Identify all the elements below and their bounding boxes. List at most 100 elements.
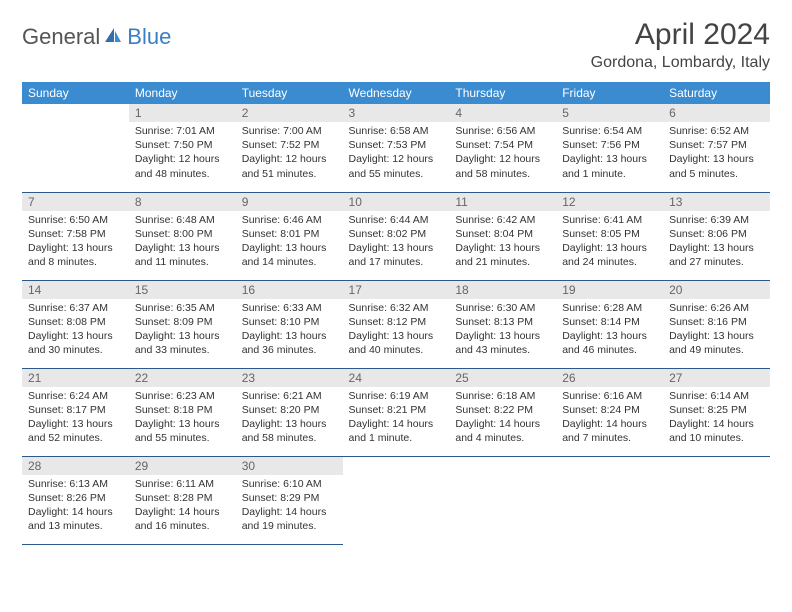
weekday-header: Saturday xyxy=(663,82,770,104)
day-details: Sunrise: 6:48 AMSunset: 8:00 PMDaylight:… xyxy=(129,211,236,274)
day-number: 7 xyxy=(22,193,129,211)
day-details: Sunrise: 6:44 AMSunset: 8:02 PMDaylight:… xyxy=(343,211,450,274)
day-number: 26 xyxy=(556,369,663,387)
calendar-cell: 6Sunrise: 6:52 AMSunset: 7:57 PMDaylight… xyxy=(663,104,770,192)
calendar-cell: 10Sunrise: 6:44 AMSunset: 8:02 PMDayligh… xyxy=(343,192,450,280)
day-details: Sunrise: 7:01 AMSunset: 7:50 PMDaylight:… xyxy=(129,122,236,185)
day-details: Sunrise: 6:13 AMSunset: 8:26 PMDaylight:… xyxy=(22,475,129,538)
calendar-cell: 19Sunrise: 6:28 AMSunset: 8:14 PMDayligh… xyxy=(556,280,663,368)
day-details: Sunrise: 6:21 AMSunset: 8:20 PMDaylight:… xyxy=(236,387,343,450)
day-details: Sunrise: 7:00 AMSunset: 7:52 PMDaylight:… xyxy=(236,122,343,185)
day-details: Sunrise: 6:32 AMSunset: 8:12 PMDaylight:… xyxy=(343,299,450,362)
day-number: 20 xyxy=(663,281,770,299)
day-details: Sunrise: 6:58 AMSunset: 7:53 PMDaylight:… xyxy=(343,122,450,185)
day-details: Sunrise: 6:16 AMSunset: 8:24 PMDaylight:… xyxy=(556,387,663,450)
calendar-cell: 30Sunrise: 6:10 AMSunset: 8:29 PMDayligh… xyxy=(236,456,343,544)
logo-sail-icon xyxy=(103,26,123,49)
calendar-cell: 12Sunrise: 6:41 AMSunset: 8:05 PMDayligh… xyxy=(556,192,663,280)
day-details: Sunrise: 6:39 AMSunset: 8:06 PMDaylight:… xyxy=(663,211,770,274)
calendar-cell: 15Sunrise: 6:35 AMSunset: 8:09 PMDayligh… xyxy=(129,280,236,368)
calendar-cell: 26Sunrise: 6:16 AMSunset: 8:24 PMDayligh… xyxy=(556,368,663,456)
day-number: 5 xyxy=(556,104,663,122)
day-details: Sunrise: 6:19 AMSunset: 8:21 PMDaylight:… xyxy=(343,387,450,450)
calendar-cell: 13Sunrise: 6:39 AMSunset: 8:06 PMDayligh… xyxy=(663,192,770,280)
calendar-cell: 14Sunrise: 6:37 AMSunset: 8:08 PMDayligh… xyxy=(22,280,129,368)
calendar-cell xyxy=(663,456,770,544)
calendar-row: 28Sunrise: 6:13 AMSunset: 8:26 PMDayligh… xyxy=(22,456,770,544)
day-number: 14 xyxy=(22,281,129,299)
day-number: 19 xyxy=(556,281,663,299)
day-details: Sunrise: 6:50 AMSunset: 7:58 PMDaylight:… xyxy=(22,211,129,274)
day-number: 18 xyxy=(449,281,556,299)
day-number: 27 xyxy=(663,369,770,387)
day-details: Sunrise: 6:37 AMSunset: 8:08 PMDaylight:… xyxy=(22,299,129,362)
day-number: 8 xyxy=(129,193,236,211)
calendar-cell xyxy=(343,456,450,544)
calendar-cell xyxy=(556,456,663,544)
calendar-table: SundayMondayTuesdayWednesdayThursdayFrid… xyxy=(22,82,770,545)
day-details: Sunrise: 6:41 AMSunset: 8:05 PMDaylight:… xyxy=(556,211,663,274)
calendar-row: 1Sunrise: 7:01 AMSunset: 7:50 PMDaylight… xyxy=(22,104,770,192)
calendar-cell: 7Sunrise: 6:50 AMSunset: 7:58 PMDaylight… xyxy=(22,192,129,280)
calendar-cell xyxy=(22,104,129,192)
day-details: Sunrise: 6:24 AMSunset: 8:17 PMDaylight:… xyxy=(22,387,129,450)
weekday-header: Tuesday xyxy=(236,82,343,104)
day-details: Sunrise: 6:35 AMSunset: 8:09 PMDaylight:… xyxy=(129,299,236,362)
day-number: 10 xyxy=(343,193,450,211)
day-number: 11 xyxy=(449,193,556,211)
calendar-cell xyxy=(449,456,556,544)
calendar-row: 7Sunrise: 6:50 AMSunset: 7:58 PMDaylight… xyxy=(22,192,770,280)
day-number: 16 xyxy=(236,281,343,299)
calendar-row: 14Sunrise: 6:37 AMSunset: 8:08 PMDayligh… xyxy=(22,280,770,368)
weekday-header: Thursday xyxy=(449,82,556,104)
calendar-row: 21Sunrise: 6:24 AMSunset: 8:17 PMDayligh… xyxy=(22,368,770,456)
day-details: Sunrise: 6:42 AMSunset: 8:04 PMDaylight:… xyxy=(449,211,556,274)
weekday-header: Sunday xyxy=(22,82,129,104)
logo: General Blue xyxy=(22,24,171,50)
day-details: Sunrise: 6:28 AMSunset: 8:14 PMDaylight:… xyxy=(556,299,663,362)
calendar-cell: 16Sunrise: 6:33 AMSunset: 8:10 PMDayligh… xyxy=(236,280,343,368)
day-details: Sunrise: 6:10 AMSunset: 8:29 PMDaylight:… xyxy=(236,475,343,538)
calendar-cell: 24Sunrise: 6:19 AMSunset: 8:21 PMDayligh… xyxy=(343,368,450,456)
day-number: 2 xyxy=(236,104,343,122)
day-details: Sunrise: 6:52 AMSunset: 7:57 PMDaylight:… xyxy=(663,122,770,185)
day-number: 30 xyxy=(236,457,343,475)
calendar-cell: 21Sunrise: 6:24 AMSunset: 8:17 PMDayligh… xyxy=(22,368,129,456)
day-details: Sunrise: 6:14 AMSunset: 8:25 PMDaylight:… xyxy=(663,387,770,450)
day-details: Sunrise: 6:18 AMSunset: 8:22 PMDaylight:… xyxy=(449,387,556,450)
calendar-cell: 17Sunrise: 6:32 AMSunset: 8:12 PMDayligh… xyxy=(343,280,450,368)
day-number: 4 xyxy=(449,104,556,122)
calendar-cell: 11Sunrise: 6:42 AMSunset: 8:04 PMDayligh… xyxy=(449,192,556,280)
header: General Blue April 2024 Gordona, Lombard… xyxy=(22,18,770,72)
day-number: 28 xyxy=(22,457,129,475)
weekday-header: Monday xyxy=(129,82,236,104)
day-number: 1 xyxy=(129,104,236,122)
day-number: 22 xyxy=(129,369,236,387)
calendar-cell: 18Sunrise: 6:30 AMSunset: 8:13 PMDayligh… xyxy=(449,280,556,368)
day-number: 13 xyxy=(663,193,770,211)
month-title: April 2024 xyxy=(591,18,770,52)
calendar-cell: 27Sunrise: 6:14 AMSunset: 8:25 PMDayligh… xyxy=(663,368,770,456)
logo-text-general: General xyxy=(22,24,100,50)
day-details: Sunrise: 6:23 AMSunset: 8:18 PMDaylight:… xyxy=(129,387,236,450)
day-number: 24 xyxy=(343,369,450,387)
calendar-cell: 2Sunrise: 7:00 AMSunset: 7:52 PMDaylight… xyxy=(236,104,343,192)
calendar-cell: 29Sunrise: 6:11 AMSunset: 8:28 PMDayligh… xyxy=(129,456,236,544)
calendar-cell: 25Sunrise: 6:18 AMSunset: 8:22 PMDayligh… xyxy=(449,368,556,456)
day-number: 23 xyxy=(236,369,343,387)
day-details: Sunrise: 6:56 AMSunset: 7:54 PMDaylight:… xyxy=(449,122,556,185)
location: Gordona, Lombardy, Italy xyxy=(591,54,770,72)
day-number: 29 xyxy=(129,457,236,475)
title-block: April 2024 Gordona, Lombardy, Italy xyxy=(591,18,770,72)
calendar-cell: 4Sunrise: 6:56 AMSunset: 7:54 PMDaylight… xyxy=(449,104,556,192)
day-details: Sunrise: 6:11 AMSunset: 8:28 PMDaylight:… xyxy=(129,475,236,538)
calendar-cell: 9Sunrise: 6:46 AMSunset: 8:01 PMDaylight… xyxy=(236,192,343,280)
day-number: 3 xyxy=(343,104,450,122)
day-number: 21 xyxy=(22,369,129,387)
calendar-cell: 1Sunrise: 7:01 AMSunset: 7:50 PMDaylight… xyxy=(129,104,236,192)
day-details: Sunrise: 6:46 AMSunset: 8:01 PMDaylight:… xyxy=(236,211,343,274)
calendar-cell: 22Sunrise: 6:23 AMSunset: 8:18 PMDayligh… xyxy=(129,368,236,456)
weekday-header: Wednesday xyxy=(343,82,450,104)
day-number: 25 xyxy=(449,369,556,387)
day-details: Sunrise: 6:26 AMSunset: 8:16 PMDaylight:… xyxy=(663,299,770,362)
